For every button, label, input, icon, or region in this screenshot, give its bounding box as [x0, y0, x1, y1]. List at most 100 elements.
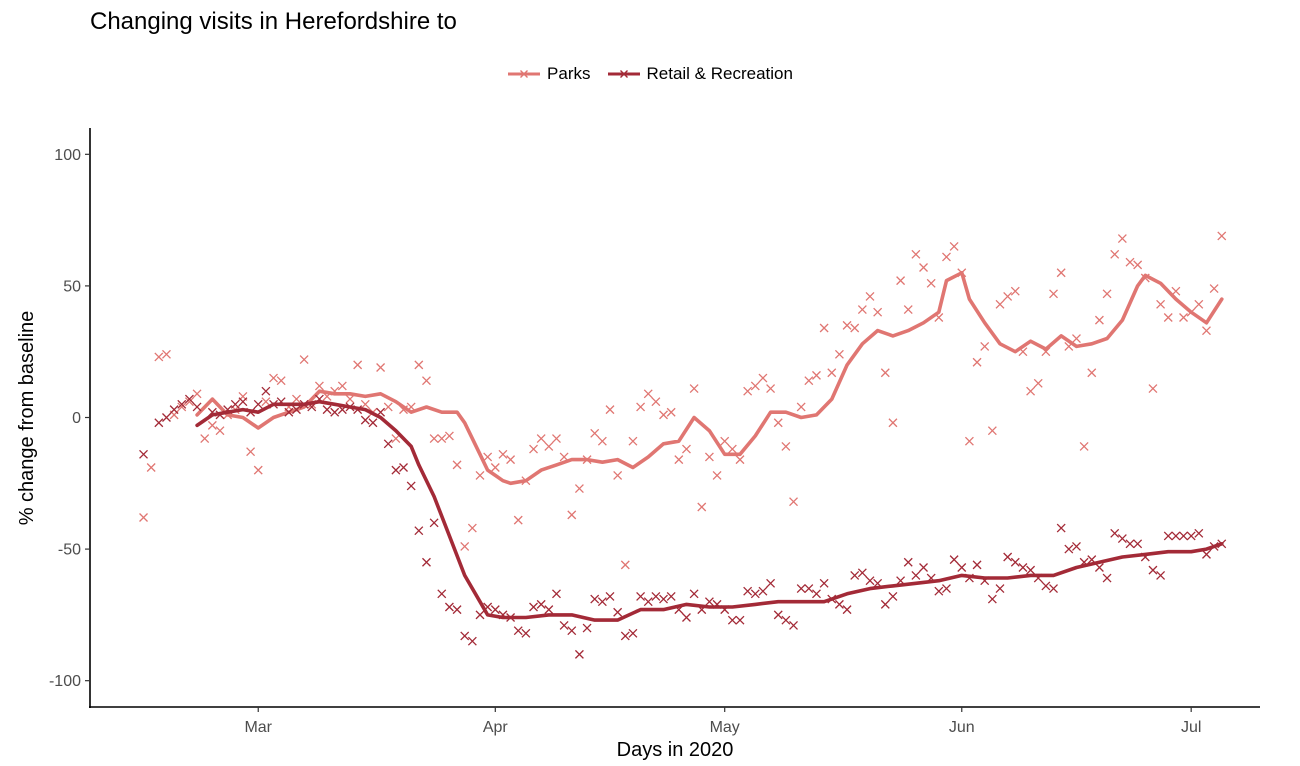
data-point-retail: [452, 605, 462, 615]
data-point-parks: [712, 470, 722, 480]
data-point-parks: [720, 436, 730, 446]
data-point-retail: [330, 407, 340, 417]
data-point-parks: [590, 428, 600, 438]
y-tick-label: -100: [49, 673, 81, 690]
x-tick-label: Jun: [949, 719, 975, 736]
data-point-parks: [911, 249, 921, 259]
data-point-parks: [1079, 441, 1089, 451]
data-point-parks: [1072, 334, 1081, 344]
data-point-retail: [704, 597, 714, 607]
data-point-parks: [812, 370, 821, 380]
data-point-parks: [1217, 231, 1227, 241]
data-point-retail: [934, 586, 944, 596]
data-point-retail: [1056, 523, 1066, 533]
data-point-retail: [636, 592, 646, 601]
data-point-parks: [1087, 368, 1097, 378]
data-point-retail: [1010, 557, 1020, 567]
data-point-retail: [743, 586, 753, 596]
data-point-retail: [1148, 565, 1158, 575]
data-point-retail: [789, 620, 798, 630]
data-point-retail: [1156, 570, 1166, 580]
data-point-retail: [567, 626, 577, 636]
data-point-parks: [1033, 378, 1043, 388]
data-point-retail: [781, 615, 791, 625]
data-point-retail: [888, 592, 898, 601]
data-point-parks: [1102, 289, 1112, 299]
data-point-retail: [429, 518, 439, 528]
data-point-retail: [383, 439, 393, 449]
x-tick-label: Apr: [483, 719, 509, 736]
data-point-retail: [139, 449, 148, 459]
data-point-retail: [750, 589, 760, 599]
data-point-parks: [857, 305, 867, 315]
data-point-parks: [995, 299, 1005, 309]
data-point-retail: [804, 584, 814, 594]
data-point-parks: [544, 441, 554, 451]
data-point-parks: [942, 252, 951, 262]
data-point-retail: [1194, 528, 1204, 538]
data-point-retail: [857, 568, 867, 578]
data-point-retail: [406, 481, 416, 491]
legend: Parks Retail & Recreation: [0, 64, 1300, 84]
data-point-parks: [139, 513, 148, 522]
data-point-retail: [957, 563, 967, 572]
data-point-retail: [819, 578, 829, 588]
data-point-parks: [207, 420, 217, 430]
data-point-parks: [1125, 257, 1135, 267]
data-point-retail: [919, 563, 928, 572]
data-point-parks: [1117, 234, 1127, 243]
data-point-retail: [880, 599, 890, 609]
data-point-parks: [842, 320, 852, 330]
data-point-parks: [781, 441, 791, 451]
data-point-retail: [865, 576, 875, 586]
data-point-retail: [1072, 541, 1081, 551]
data-point-parks: [819, 323, 829, 333]
data-point-parks: [850, 323, 860, 333]
data-point-retail: [651, 592, 661, 601]
data-point-parks: [276, 376, 286, 386]
data-point-retail: [605, 592, 615, 601]
data-point-parks: [704, 452, 714, 462]
data-point-parks: [865, 291, 875, 301]
data-point-retail: [1202, 549, 1211, 559]
data-point-parks: [536, 434, 546, 444]
data-point-retail: [1049, 584, 1058, 594]
data-point-retail: [850, 570, 860, 580]
data-point-parks: [261, 397, 271, 407]
legend-label-retail: Retail & Recreation: [646, 64, 793, 83]
data-point-parks: [422, 376, 431, 386]
data-point-parks: [773, 418, 783, 428]
data-point-parks: [1194, 299, 1204, 309]
data-point-parks: [429, 434, 439, 444]
series-parks: [139, 231, 1227, 570]
data-point-parks: [483, 452, 493, 462]
data-point-parks: [460, 541, 470, 551]
data-point-retail: [261, 386, 271, 396]
data-point-parks: [888, 418, 898, 428]
trend-line-retail: [195, 399, 1224, 622]
data-point-retail: [322, 405, 332, 415]
data-point-parks: [292, 394, 301, 404]
data-point-parks: [689, 384, 699, 394]
data-point-retail: [727, 615, 737, 625]
data-point-retail: [796, 584, 806, 594]
data-point-retail: [574, 649, 584, 659]
data-point-parks: [246, 447, 256, 457]
data-point-parks: [605, 405, 615, 415]
data-point-retail: [903, 557, 913, 567]
data-point-parks: [269, 373, 278, 383]
data-point-parks: [1209, 284, 1219, 294]
data-point-retail: [972, 560, 982, 570]
data-point-parks: [192, 389, 202, 399]
data-point-parks: [727, 444, 737, 454]
data-point-retail: [437, 589, 447, 599]
data-point-retail: [682, 613, 691, 622]
data-point-retail: [544, 605, 554, 615]
data-point-retail: [552, 589, 561, 599]
data-point-parks: [200, 434, 210, 444]
data-point-parks: [1003, 291, 1013, 301]
data-point-retail: [643, 597, 653, 607]
data-point-parks: [444, 431, 454, 441]
data-point-parks: [1056, 268, 1066, 278]
data-point-retail: [1003, 552, 1013, 562]
